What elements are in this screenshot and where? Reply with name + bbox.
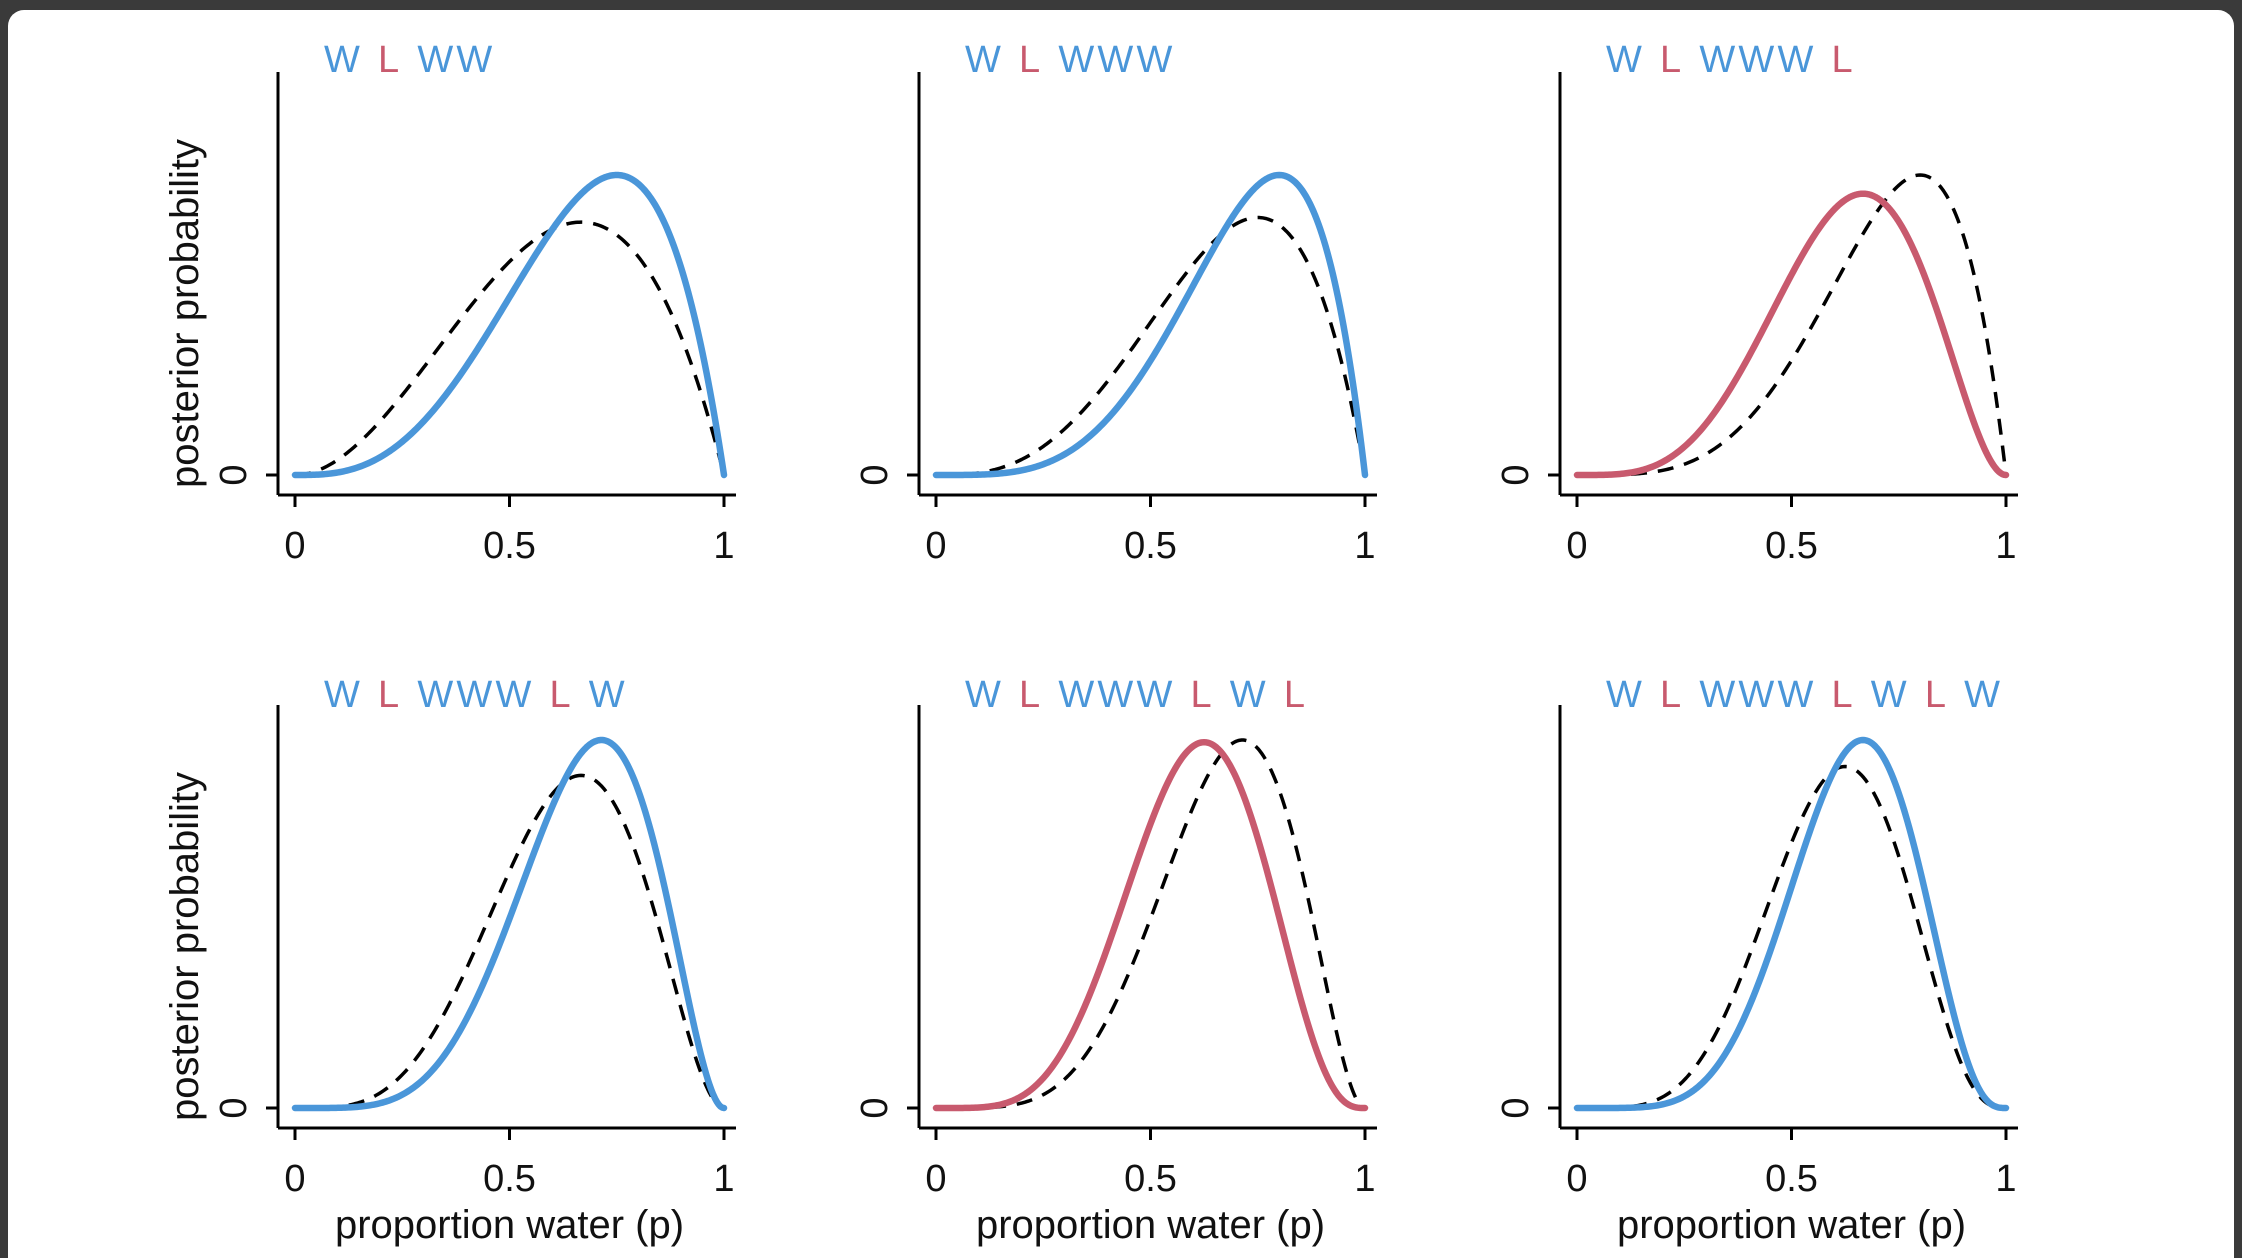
sequence-letter-water: W xyxy=(1681,39,1735,81)
sequence-letter-water: W xyxy=(1735,674,1774,716)
sequence-letter-water: W xyxy=(1133,39,1172,81)
sequence-letter-water: W xyxy=(965,39,1001,81)
current-posterior-curve xyxy=(932,738,1369,1112)
sequence-letter-water: W xyxy=(453,674,492,716)
sequence-letter-water: W xyxy=(571,674,625,716)
x-tick-label: 1 xyxy=(1995,1158,2016,1200)
x-tick-label: 0 xyxy=(284,1158,305,1200)
x-tick-label: 0.5 xyxy=(1765,1158,1818,1200)
panel-1: 0 0 0.5 1 posterior probability W L W W xyxy=(163,39,736,567)
y-tick-label: 0 xyxy=(213,464,255,485)
sequence-letter-water: W xyxy=(453,39,492,81)
y-axis-label: posterior probability xyxy=(163,139,207,488)
sequence-letter-water: W xyxy=(1774,674,1813,716)
sequence-letter-water: W xyxy=(1040,674,1094,716)
sequence-letter-land: L xyxy=(360,674,399,716)
panel-3: 0 0 0.5 1 W L W W W L xyxy=(1495,39,2018,567)
sequence-letter-water: W xyxy=(1212,674,1266,716)
sequence-letter-water: W xyxy=(965,674,1001,716)
current-posterior-curve xyxy=(291,171,728,479)
sequence-letter-land: L xyxy=(1907,674,1946,716)
sequence-letter-land: L xyxy=(360,39,399,81)
x-axis-label: proportion water (p) xyxy=(976,1203,1325,1247)
sequence-letter-water: W xyxy=(1094,39,1133,81)
x-tick-label: 1 xyxy=(1995,525,2016,567)
sequence-letter-water: W xyxy=(1735,39,1774,81)
sequence-letter-water: W xyxy=(1681,674,1735,716)
sequence-letter-land: L xyxy=(1001,674,1040,716)
sequence-letter-water: W xyxy=(1133,674,1172,716)
sequence-letter-water: W xyxy=(1774,39,1813,81)
previous-posterior-curve xyxy=(295,773,725,1110)
x-tick-label: 1 xyxy=(1354,1158,1375,1200)
x-tick-label: 1 xyxy=(1354,525,1375,567)
sample-sequence: W L W W W L W xyxy=(324,674,625,716)
y-tick-label: 0 xyxy=(1495,464,1537,485)
current-posterior-curve xyxy=(291,736,728,1112)
x-tick-label: 1 xyxy=(713,525,734,567)
posterior-updating-figure: 0 0 0.5 1 posterior probability W L W W 0 0 0.5 1… xyxy=(163,39,2018,1247)
y-tick-label: 0 xyxy=(213,1097,255,1118)
sequence-letter-water: W xyxy=(1606,39,1642,81)
x-tick-label: 0 xyxy=(284,525,305,567)
current-posterior-curve xyxy=(1573,190,2010,479)
sequence-letter-water: W xyxy=(1040,39,1094,81)
sequence-letter-water: W xyxy=(1606,674,1642,716)
x-tick-label: 0 xyxy=(925,1158,946,1200)
sequence-letter-water: W xyxy=(492,674,531,716)
x-tick-label: 0.5 xyxy=(1124,1158,1177,1200)
sequence-letter-water: W xyxy=(1946,674,2000,716)
sequence-letter-land: L xyxy=(1266,674,1305,716)
sequence-letter-land: L xyxy=(1642,39,1681,81)
x-tick-label: 0.5 xyxy=(1124,525,1177,567)
previous-posterior-curve xyxy=(936,738,1366,1110)
y-tick-label: 0 xyxy=(854,464,896,485)
x-tick-label: 0 xyxy=(1566,1158,1587,1200)
sequence-letter-land: L xyxy=(1001,39,1040,81)
y-axis-label: posterior probability xyxy=(163,772,207,1121)
x-tick-label: 0.5 xyxy=(483,525,536,567)
panel-4: 0 0 0.5 1 proportion water (p) posterior prob… xyxy=(163,674,736,1247)
sequence-letter-water: W xyxy=(324,674,360,716)
x-axis-label: proportion water (p) xyxy=(335,1203,684,1247)
sample-sequence: W L W W W L W L xyxy=(965,674,1305,716)
x-tick-label: 0 xyxy=(925,525,946,567)
x-axis-label: proportion water (p) xyxy=(1617,1203,1966,1247)
sample-sequence: W L W W W L xyxy=(1606,39,1853,81)
sequence-letter-water: W xyxy=(399,674,453,716)
previous-posterior-curve xyxy=(936,215,1367,477)
y-tick-label: 0 xyxy=(854,1097,896,1118)
sample-sequence: W L W W W L W L W xyxy=(1606,674,2000,716)
y-tick-label: 0 xyxy=(1495,1097,1537,1118)
sequence-letter-land: L xyxy=(531,674,570,716)
x-tick-label: 0.5 xyxy=(483,1158,536,1200)
x-tick-label: 1 xyxy=(713,1158,734,1200)
current-posterior-curve xyxy=(1573,736,2010,1112)
sequence-letter-water: W xyxy=(1853,674,1907,716)
sequence-letter-land: L xyxy=(1813,39,1852,81)
previous-posterior-curve xyxy=(294,220,726,477)
sequence-letter-land: L xyxy=(1172,674,1211,716)
sequence-letter-water: W xyxy=(324,39,360,81)
sequence-letter-land: L xyxy=(1642,674,1681,716)
sequence-letter-water: W xyxy=(399,39,453,81)
sample-sequence: W L W W W xyxy=(965,39,1172,81)
sequence-letter-water: W xyxy=(1094,674,1133,716)
sequence-letter-land: L xyxy=(1813,674,1852,716)
previous-posterior-curve xyxy=(1577,764,2006,1110)
panel-5: 0 0 0.5 1 proportion water (p) W L W W W L W … xyxy=(854,674,1377,1247)
panel-2: 0 0 0.5 1 W L W W W xyxy=(854,39,1377,567)
panel-6: 0 0 0.5 1 proportion water (p) W L W W W L W … xyxy=(1495,674,2018,1247)
figure-sheet: 0 0 0.5 1 posterior probability W L W W 0 0 0.5 1… xyxy=(8,10,2234,1258)
sample-sequence: W L W W xyxy=(324,39,492,81)
current-posterior-curve xyxy=(932,171,1369,479)
x-tick-label: 0 xyxy=(1566,525,1587,567)
x-tick-label: 0.5 xyxy=(1765,525,1818,567)
